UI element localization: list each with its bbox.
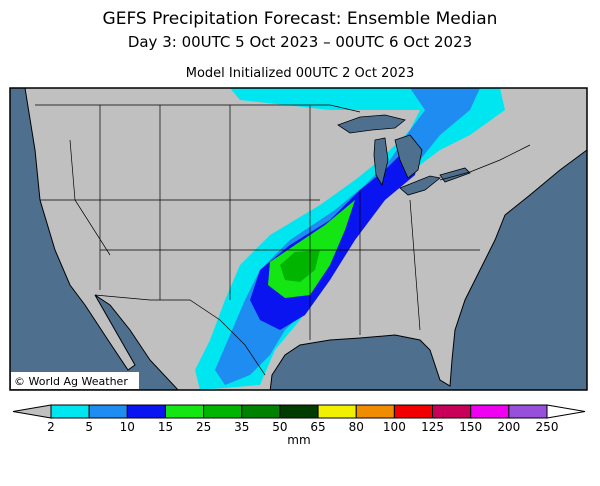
colorbar: 2 5 10 15 25 35 50 65 80 100 125 150 200 250 <box>12 404 586 434</box>
colorbar-box <box>203 404 243 419</box>
colorbar-box <box>126 404 166 419</box>
colorbar-under <box>12 404 52 419</box>
colorbar-box <box>50 404 90 419</box>
colorbar-box <box>317 404 357 419</box>
colorbar-over <box>546 404 586 419</box>
colorbar-label: 125 <box>421 420 444 434</box>
colorbar-box <box>279 404 319 419</box>
colorbar-box <box>88 404 128 419</box>
colorbar-label: 65 <box>310 420 325 434</box>
colorbar-label: 250 <box>536 420 559 434</box>
colorbar-label: 5 <box>85 420 93 434</box>
colorbar-label: 200 <box>497 420 520 434</box>
credit: © World Ag Weather <box>14 375 128 388</box>
colorbar-box <box>164 404 205 419</box>
colorbar-unit: mm <box>287 433 310 447</box>
subtitle: Day 3: 00UTC 5 Oct 2023 – 00UTC 6 Oct 20… <box>128 33 472 51</box>
credit-box <box>11 372 139 389</box>
borders <box>35 104 531 376</box>
colorbar-box <box>470 404 510 419</box>
colorbar-label: 80 <box>349 420 364 434</box>
map: © World Ag Weather <box>9 87 588 391</box>
colorbar-label: 35 <box>234 420 249 434</box>
colorbar-label: 100 <box>383 420 406 434</box>
colorbar-label: 150 <box>459 420 482 434</box>
colorbar-box <box>432 404 472 419</box>
great-lakes <box>337 114 471 196</box>
colorbar-box <box>393 404 434 419</box>
map-frame <box>9 87 588 391</box>
colorbar-box <box>508 404 548 419</box>
colorbar-box <box>241 404 281 419</box>
colorbar-label: 50 <box>272 420 287 434</box>
colorbar-label: 15 <box>158 420 173 434</box>
title: GEFS Precipitation Forecast: Ensemble Me… <box>103 9 498 29</box>
colorbar-label: 2 <box>47 420 55 434</box>
colorbar-label: 10 <box>120 420 135 434</box>
colorbar-label: 25 <box>196 420 211 434</box>
colorbar-box <box>355 404 395 419</box>
init-time: Model Initialized 00UTC 2 Oct 2023 <box>186 66 415 81</box>
